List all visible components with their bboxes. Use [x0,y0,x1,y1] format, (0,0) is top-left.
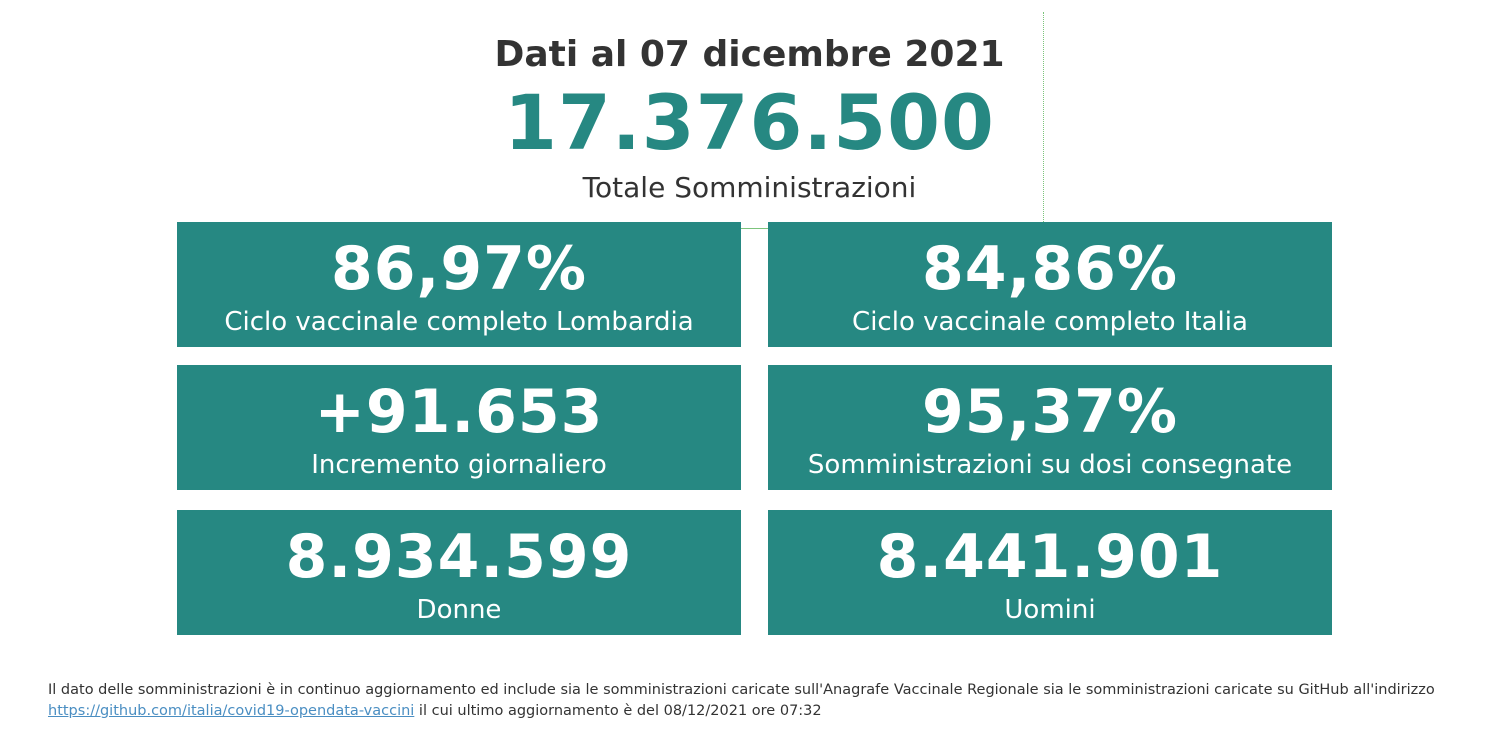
card-value: 95,37% [922,377,1178,447]
github-link[interactable]: https://github.com/italia/covid19-openda… [48,703,415,719]
card-label: Donne [416,595,502,625]
card-full-cycle-italia: 84,86% Ciclo vaccinale completo Italia [768,222,1332,347]
header-date: Dati al 07 dicembre 2021 [494,34,1005,75]
card-daily-increment: +91.653 Incremento giornaliero [177,365,741,490]
card-men: 8.441.901 Uomini [768,510,1332,635]
total-administrations-value: 17.376.500 [504,78,995,167]
card-label: Somministrazioni su dosi consegnate [807,450,1293,480]
card-label: Ciclo vaccinale completo Lombardia [224,307,694,337]
card-label: Uomini [1004,595,1096,625]
total-administrations-caption: Totale Somministrazioni [582,171,917,204]
card-label: Ciclo vaccinale completo Italia [852,307,1248,337]
card-label: Incremento giornaliero [311,450,607,480]
card-full-cycle-lombardia: 86,97% Ciclo vaccinale completo Lombardi… [177,222,741,347]
card-value: 8.934.599 [285,522,633,592]
footer-text: Il dato delle somministrazioni è in cont… [48,682,1435,698]
card-women: 8.934.599 Donne [177,510,741,635]
card-value: 84,86% [922,234,1178,304]
footer-note: Il dato delle somministrazioni è in cont… [48,680,1478,722]
card-administered-vs-delivered: 95,37% Somministrazioni su dosi consegna… [768,365,1332,490]
card-value: 86,97% [331,234,587,304]
divider-vertical [1043,12,1044,222]
divider-horizontal [741,228,768,229]
footer-update-text: il cui ultimo aggiornamento è del 08/12/… [414,703,822,719]
card-value: 8.441.901 [876,522,1224,592]
card-value: +91.653 [314,377,604,447]
